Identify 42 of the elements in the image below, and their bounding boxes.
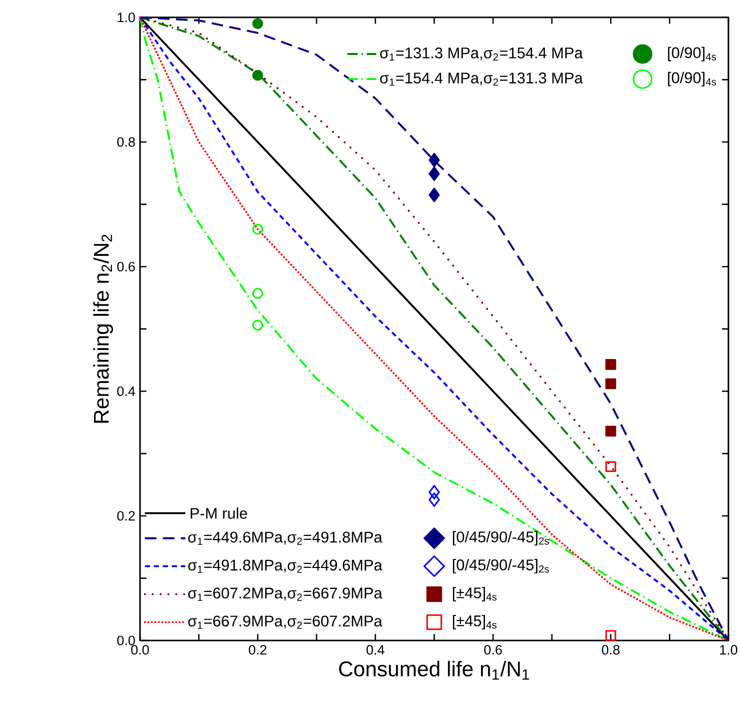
point	[252, 320, 264, 331]
point	[605, 630, 616, 641]
legend-label: σ$_{1}$=667.9MPa,σ$_{2}$=607.2MPa	[188, 616, 382, 629]
x-tick-label: 0.8	[602, 645, 620, 655]
legend-label: [0/90]$_{4s}$	[668, 72, 716, 86]
point	[605, 426, 616, 437]
legend-label: [0/45/90/-45]$_{2s}$	[452, 531, 550, 546]
legend-label: σ$_{1}$=607.2MPa,σ$_{2}$=667.9MPa	[188, 588, 382, 601]
point	[428, 492, 440, 507]
point	[252, 224, 264, 235]
legend-label: σ$_{1}$=131.3 MPa,σ$_{2}$=154.4 MPa	[380, 48, 583, 61]
y-axis-title: Remaining life n$_{2}$/N$_{2}$	[93, 234, 114, 423]
legend-label: [0/45/90/-45]$_{2s}$	[452, 559, 550, 574]
point	[252, 288, 264, 299]
x-tick-label: 1.0	[720, 645, 738, 655]
point	[428, 188, 440, 202]
y-tick-label: 0.8	[117, 137, 135, 147]
legend-label: [±45]$_{4s}$	[452, 587, 497, 602]
point	[428, 166, 440, 182]
point	[252, 18, 264, 30]
x-tick-label: 0.0	[131, 645, 149, 655]
legend-label: σ$_{1}$=449.6MPa,σ$_{2}$=491.8MPa	[188, 532, 382, 545]
point	[428, 152, 440, 168]
legend-label: σ$_{1}$=154.4 MPa,σ$_{2}$=131.3 MPa	[380, 72, 583, 86]
x-tick-label: 0.4	[366, 645, 384, 655]
legend-label: P-M rule	[190, 508, 248, 519]
legend-label: [0/90]$_{4s}$	[668, 46, 716, 62]
y-tick-label: 0.4	[117, 386, 136, 396]
legend-label: [±45]$_{4s}$	[452, 615, 497, 630]
x-axis-title: Consumed life n$_{1}$/N$_{1}$	[339, 660, 530, 680]
legend-label: σ$_{1}$=491.8MPa,σ$_{2}$=449.6MPa	[188, 560, 382, 573]
point	[605, 359, 616, 370]
point	[605, 378, 616, 390]
y-tick-label: 1.0	[118, 12, 135, 22]
y-tick-label: 0.2	[117, 511, 135, 521]
x-tick-label: 0.6	[484, 645, 502, 655]
point	[605, 461, 616, 472]
x-tick-label: 0.2	[248, 645, 266, 655]
y-tick-label: 0.6	[117, 262, 135, 272]
y-tick-label: 0.0	[117, 636, 135, 646]
point	[428, 485, 440, 500]
point	[252, 70, 264, 81]
